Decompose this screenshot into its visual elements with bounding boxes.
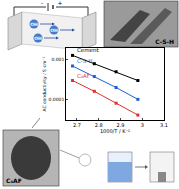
svg-text:2.7: 2.7 [73, 122, 81, 128]
svg-text:C₄AF: C₄AF [77, 73, 90, 79]
svg-text:C₄AF: C₄AF [6, 177, 22, 184]
svg-text:0.0001: 0.0001 [49, 97, 65, 102]
svg-text:3.1: 3.1 [160, 122, 168, 128]
svg-text:1000/T / K⁻¹: 1000/T / K⁻¹ [100, 128, 130, 134]
svg-text:OH: OH [34, 36, 42, 41]
svg-text:AC conductivity / S cm⁻¹: AC conductivity / S cm⁻¹ [42, 56, 47, 111]
svg-text:Cement: Cement [77, 47, 99, 53]
svg-text:+: + [57, 0, 62, 6]
svg-text:OH: OH [50, 28, 58, 33]
svg-text:-: - [41, 0, 43, 6]
svg-text:3: 3 [141, 122, 144, 128]
svg-text:2.9: 2.9 [116, 122, 124, 128]
svg-text:0.001: 0.001 [51, 57, 64, 62]
svg-text:2.8: 2.8 [95, 122, 103, 128]
svg-text:OH: OH [30, 22, 38, 27]
svg-text:C-S-H: C-S-H [155, 38, 174, 45]
svg-text:C-S-H: C-S-H [77, 58, 92, 64]
